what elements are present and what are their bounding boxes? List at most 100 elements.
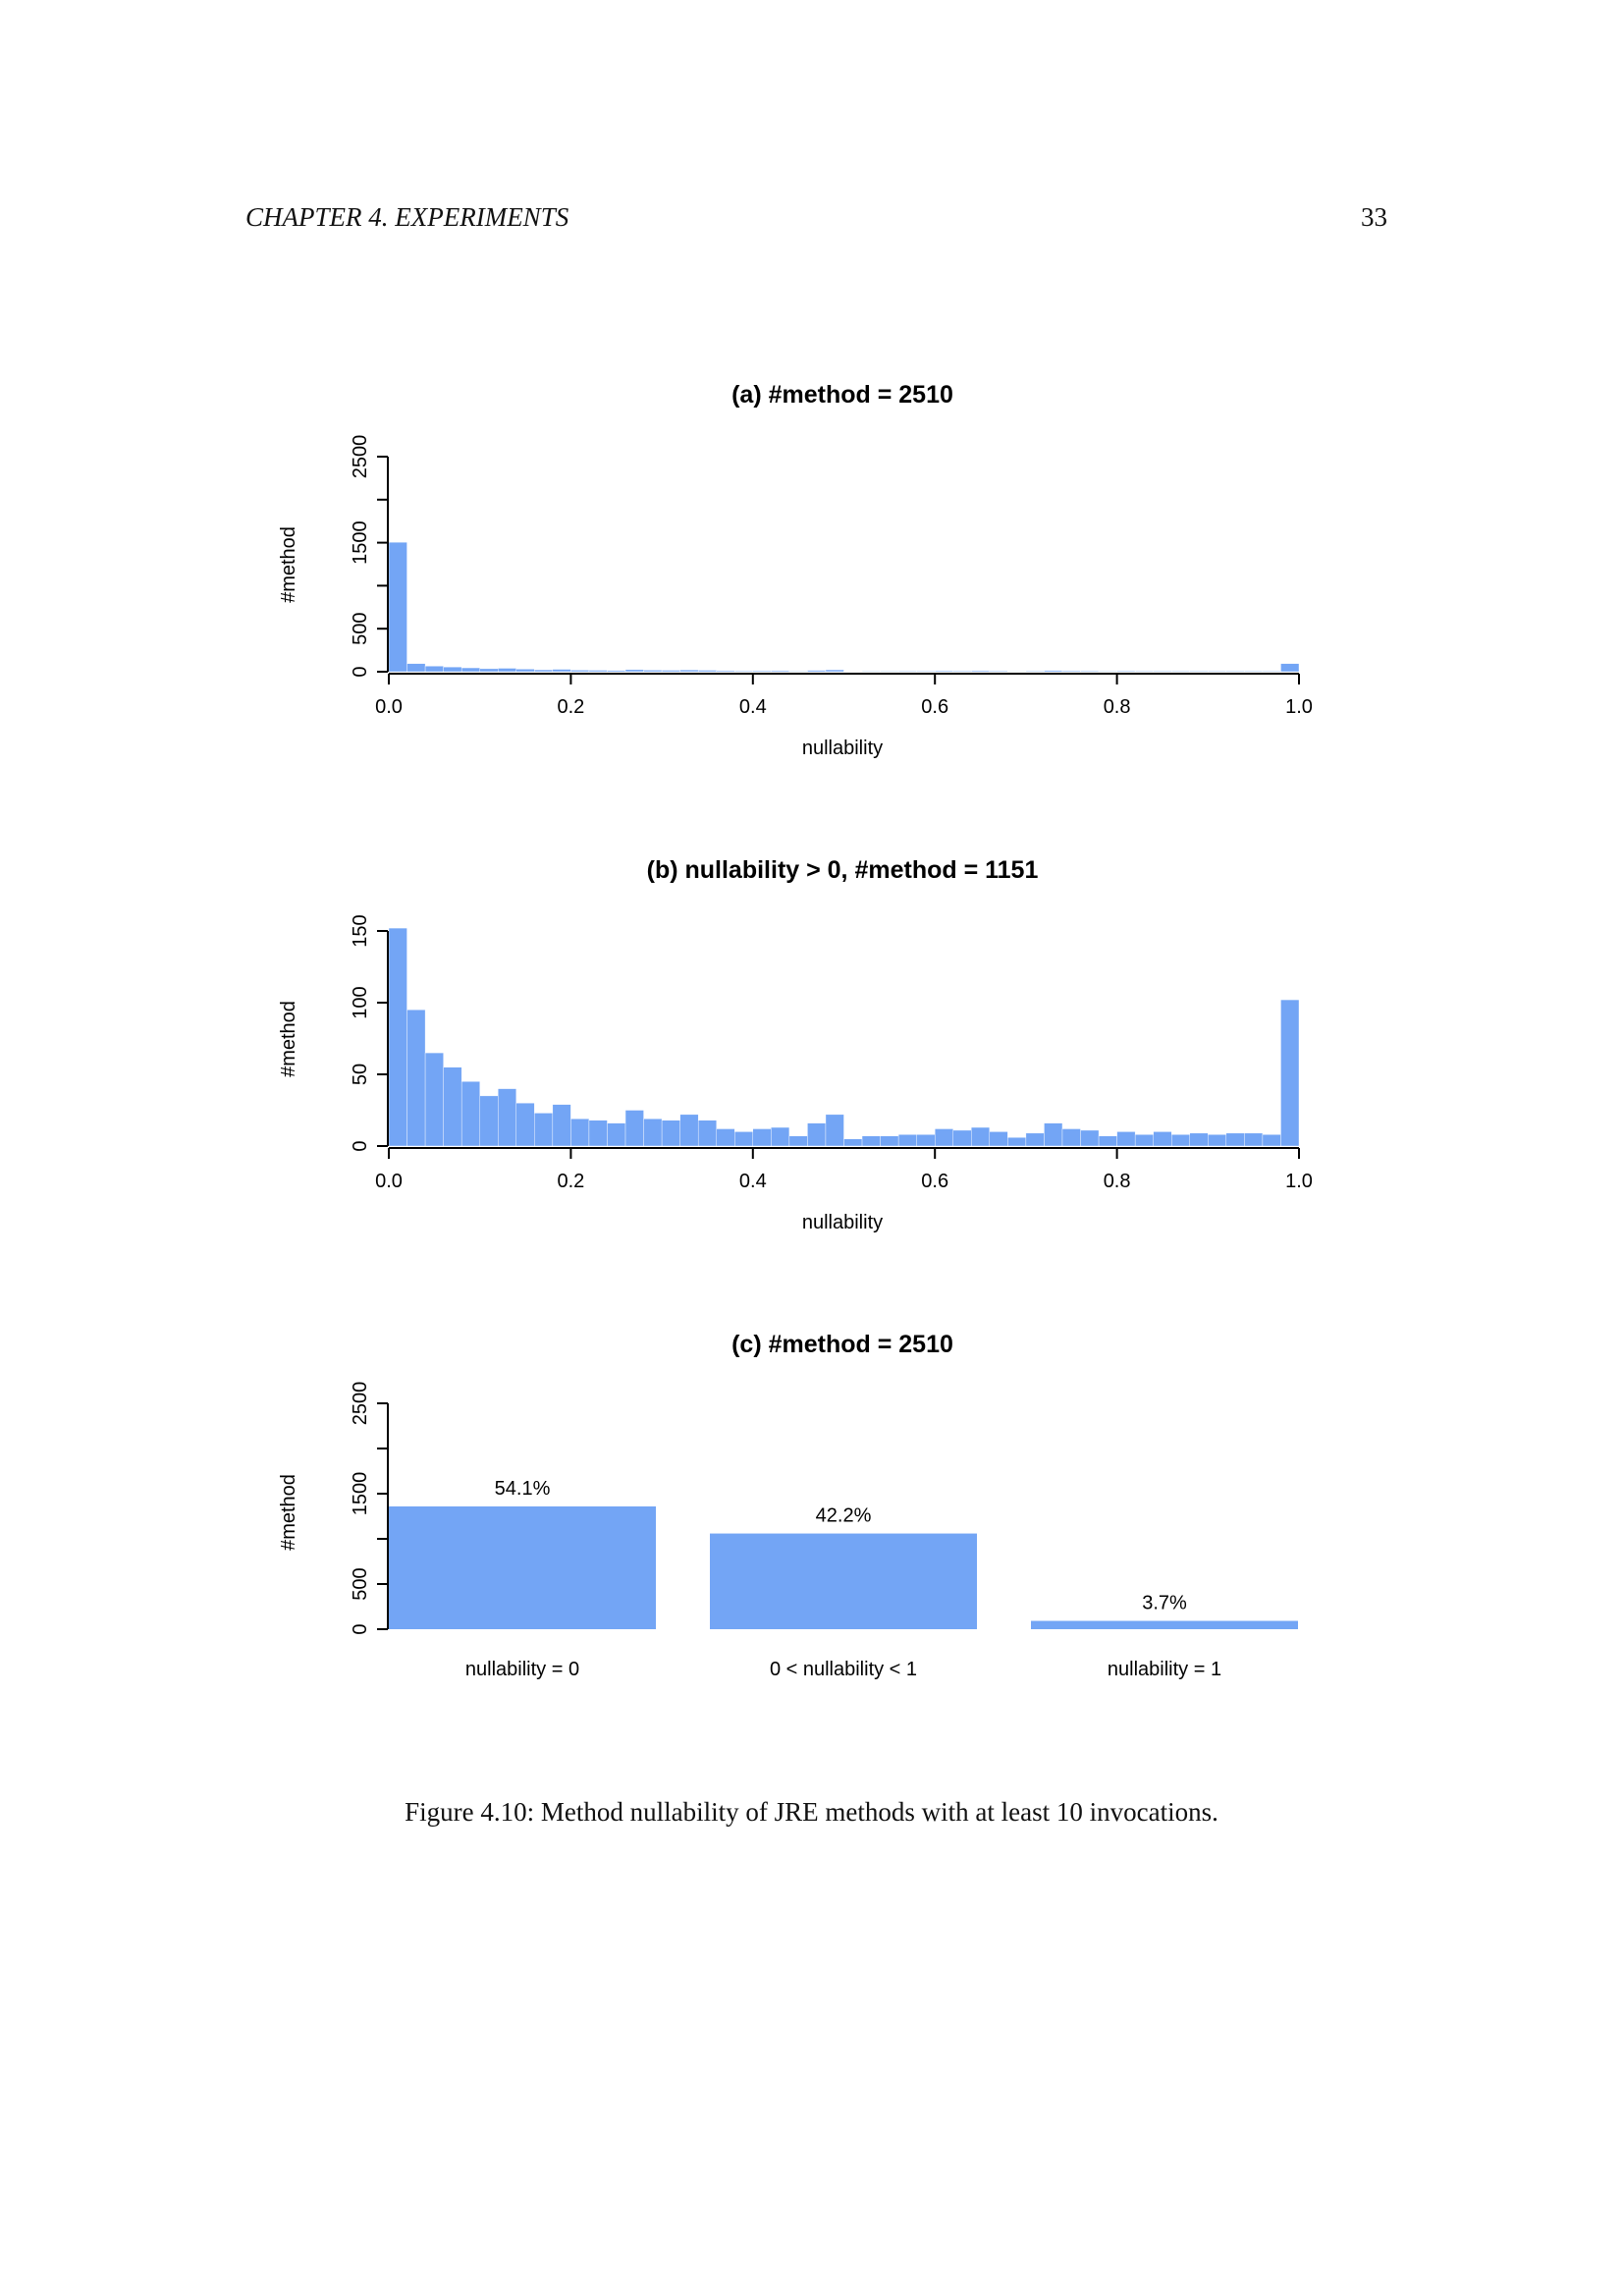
chart-c-ylabel: #method [278,1474,299,1551]
histogram-bar [534,669,554,673]
bar-percent-label: 3.7% [1142,1593,1187,1614]
histogram-bar [880,1135,899,1147]
x-tick-label: 0.2 [557,696,584,718]
histogram-bar [1280,663,1300,673]
bar-percent-label: 54.1% [495,1478,551,1500]
histogram-bar [388,541,407,673]
chart-b-x-axis: 0.0 0.2 0.4 0.6 0.8 1.0 [375,1147,1313,1192]
histogram-bar [1025,1132,1045,1147]
chart-b-bars [388,927,1300,1147]
histogram-bar [1244,671,1264,673]
histogram-bar [1007,671,1027,673]
histogram-bar [607,1122,626,1147]
histogram-bar [807,670,827,673]
chart-a-x-axis: 0.0 0.2 0.4 0.6 0.8 1.0 [375,673,1313,718]
histogram-bar [935,1128,953,1147]
histogram-bar [1153,671,1172,673]
running-header: CHAPTER 4. EXPERIMENTS [245,202,569,232]
histogram-bar [752,1128,772,1147]
histogram-bar [843,1138,863,1147]
histogram-bar [1007,1137,1027,1147]
histogram-bar [971,670,991,673]
figure-caption: Figure 4.10: Method nullability of JRE m… [405,1797,1218,1827]
histogram-bar [935,670,953,673]
y-tick-label: 1500 [350,520,371,565]
histogram-bar [460,1081,480,1147]
histogram-bar [515,669,535,673]
histogram-bar [388,927,407,1147]
x-tick-label: 0.4 [739,696,767,718]
histogram-bar [771,670,790,673]
histogram-bar [679,669,699,673]
histogram-bar [443,666,462,673]
x-tick-label: 0.8 [1104,1171,1131,1192]
chart-a-y-axis: 0 500 1500 2500 [350,435,389,678]
chart-c-y-axis: 0 500 1500 2500 [350,1382,389,1635]
x-tick-label: 0.6 [921,696,948,718]
histogram-bar [916,1134,936,1147]
histogram-bar [825,669,844,673]
chart-c-title: (c) #method = 2510 [731,1331,953,1358]
histogram-bar [1134,671,1154,673]
x-tick-label: 0.2 [557,1171,584,1192]
x-tick-label: 0.6 [921,1171,948,1192]
histogram-bar [916,671,936,673]
histogram-bar [1080,1129,1100,1147]
histogram-bar [1244,1132,1264,1147]
histogram-bar [1189,671,1209,673]
histogram-bar [460,667,480,673]
chart-a-bars [388,541,1300,673]
y-tick-label: 0 [350,1140,371,1151]
histogram-bar [1225,671,1245,673]
histogram-bar [1134,1134,1154,1147]
histogram-bar [607,670,626,673]
x-tick-label: 0.8 [1104,696,1131,718]
histogram-bar [697,670,717,673]
histogram-bar [1208,1134,1227,1147]
histogram-bar [588,670,608,673]
category-bar [1031,1620,1298,1629]
histogram-bar [752,670,772,673]
histogram-bar [1262,1134,1281,1147]
histogram-bar [1061,1128,1081,1147]
chart-a-xlabel: nullability [802,738,883,759]
x-tick-label: 1.0 [1285,696,1313,718]
x-tick-label: 1.0 [1285,1171,1313,1192]
histogram-bar [1044,670,1063,673]
histogram-bar [897,1134,917,1147]
chart-b-y-axis: 0 50 100 150 [350,914,389,1152]
histogram-bar [552,669,571,673]
category-label: 0 < nullability < 1 [770,1659,917,1680]
histogram-bar [788,1135,808,1147]
histogram-bar [498,668,516,673]
chart-c: (c) #method = 2510 54.1% nullability = 0 4… [278,1331,1298,1680]
category-label: nullability = 0 [465,1659,579,1680]
histogram-bar [1171,1134,1190,1147]
histogram-bar [498,1088,516,1147]
histogram-bar [624,1110,644,1147]
histogram-bar [952,670,972,673]
histogram-bar [716,670,735,673]
histogram-bar [679,1114,699,1147]
histogram-bar [1262,671,1281,673]
histogram-bar [1153,1131,1172,1147]
histogram-bar [406,1010,426,1147]
histogram-bar [897,671,917,673]
y-tick-label: 150 [350,914,371,947]
histogram-bar [861,671,881,673]
x-tick-label: 0.4 [739,1171,767,1192]
y-tick-label: 2500 [350,1382,371,1426]
histogram-bar [643,1119,663,1147]
histogram-bar [989,670,1008,673]
histogram-bar [1044,1122,1063,1147]
histogram-bar [989,1131,1008,1147]
histogram-bar [1171,671,1190,673]
histogram-bar [479,1095,499,1147]
histogram-bar [1080,670,1100,673]
histogram-bar [825,1114,844,1147]
histogram-bar [661,1120,680,1147]
histogram-bar [1098,1135,1117,1147]
y-tick-label: 50 [350,1064,371,1085]
histogram-bar [624,669,644,673]
histogram-bar [716,1128,735,1147]
